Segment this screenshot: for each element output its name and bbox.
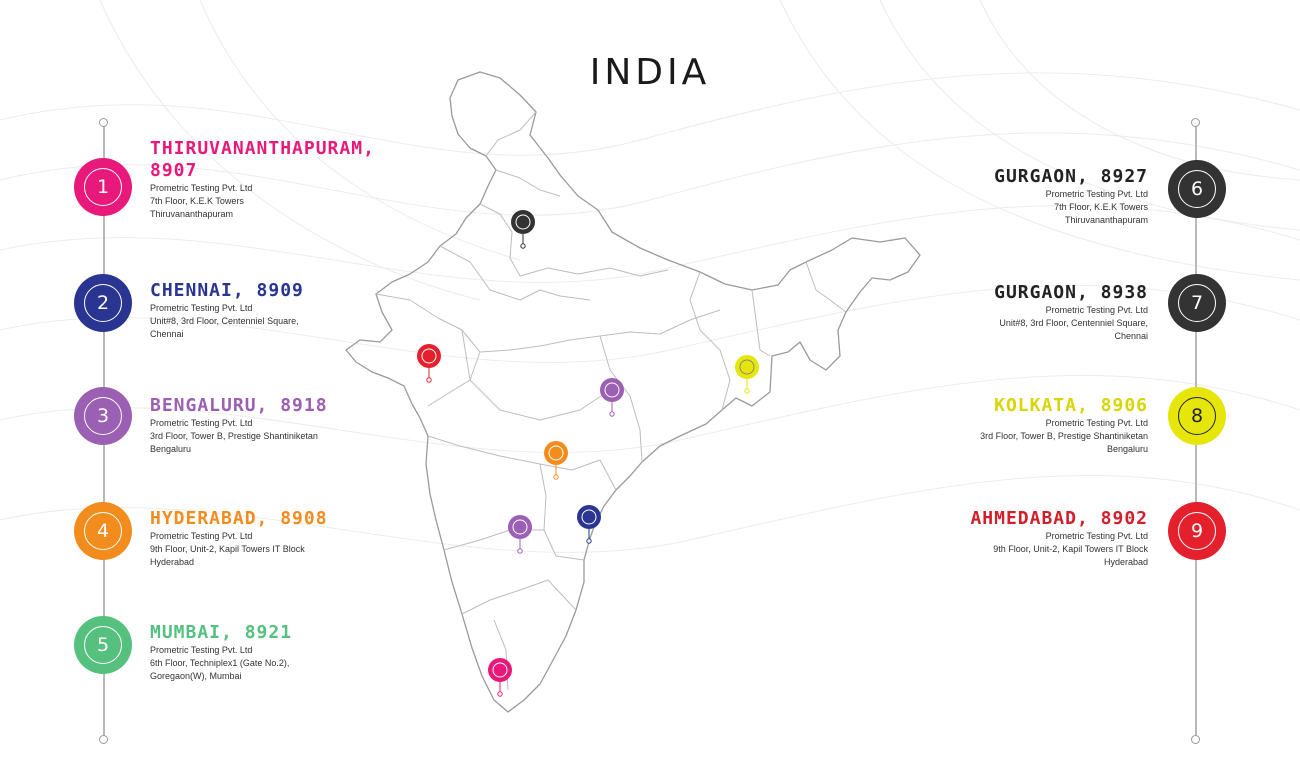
hyderabad-pin[interactable] (544, 441, 568, 480)
ahmedabad-pin[interactable] (417, 344, 441, 383)
address-company-8: Prometric Testing Pvt. Ltd (1045, 418, 1148, 428)
ahmedabad-pin-ring (421, 348, 437, 364)
address-company-3: Prometric Testing Pvt. Ltd (150, 418, 253, 428)
thiruvananthapuram-pin[interactable] (488, 658, 512, 697)
bengaluru-pin-head (508, 515, 532, 539)
address-company-4: Prometric Testing Pvt. Ltd (150, 531, 253, 541)
central-pin-head (600, 378, 624, 402)
kolkata-pin[interactable] (735, 355, 759, 394)
location-number-1: 1 (84, 168, 122, 206)
address-street-5: 6th Floor, Techniplex1 (Gate No.2), (150, 658, 290, 668)
location-number-3: 3 (84, 397, 122, 435)
location-number-7: 7 (1178, 284, 1216, 322)
address-city-9: Hyderabad (1103, 557, 1148, 567)
ahmedabad-pin-tip (426, 377, 432, 383)
hyderabad-pin-ring (548, 445, 564, 461)
central-pin[interactable] (600, 378, 624, 417)
city-name-2: CHENNAI, 8909 (150, 280, 304, 301)
central-pin-tip (609, 411, 615, 417)
address-street-2: Unit#8, 3rd Floor, Centenniel Square, (150, 316, 299, 326)
thiruvananthapuram-pin-head (488, 658, 512, 682)
bengaluru-pin-ring (512, 519, 528, 535)
thiruvananthapuram-pin-tip (497, 691, 503, 697)
location-number-9: 9 (1178, 512, 1216, 550)
gurgaon-pin-tip (520, 243, 526, 249)
address-street-3: 3rd Floor, Tower B, Prestige Shantiniket… (150, 431, 318, 441)
address-city-7: Chennai (1114, 331, 1148, 341)
central-pin-ring (604, 382, 620, 398)
india-outline (345, 71, 921, 713)
city-name-6: GURGAON, 8927 (994, 166, 1148, 187)
right-timeline-bottom-dot (1191, 735, 1200, 744)
kolkata-pin-ring (739, 359, 755, 375)
page-title: INDIA (589, 52, 711, 94)
address-company-2: Prometric Testing Pvt. Ltd (150, 303, 253, 313)
gurgaon-pin-ring (515, 214, 531, 230)
address-company-6: Prometric Testing Pvt. Ltd (1045, 189, 1148, 199)
left-timeline-bottom-dot (99, 735, 108, 744)
chennai-pin-ring (581, 509, 597, 525)
location-badge-8: 8 (1168, 387, 1226, 445)
city-name-4: HYDERABAD, 8908 (150, 508, 328, 529)
address-city-8: Bengaluru (1106, 444, 1148, 454)
address-street-9: 9th Floor, Unit-2, Kapil Towers IT Block (993, 544, 1148, 554)
address-city-1: Thiruvananthapuram (150, 209, 234, 219)
bengaluru-pin-tip (517, 548, 523, 554)
location-badge-5: 5 (74, 616, 132, 674)
chennai-pin-tip (586, 538, 592, 544)
address-company-1: Prometric Testing Pvt. Ltd (150, 183, 253, 193)
address-street-7: Unit#8, 3rd Floor, Centenniel Square, (999, 318, 1148, 328)
location-badge-7: 7 (1168, 274, 1226, 332)
location-number-5: 5 (84, 626, 122, 664)
hyderabad-pin-tip (553, 474, 559, 480)
location-badge-4: 4 (74, 502, 132, 560)
city-name-8: KOLKATA, 8906 (994, 395, 1148, 416)
city-name-3: BENGALURU, 8918 (150, 395, 328, 416)
address-city-2: Chennai (150, 329, 184, 339)
right-timeline-top-dot (1191, 118, 1200, 127)
city-name-1: THIRUVANANTHAPURAM, (150, 138, 375, 159)
thiruvananthapuram-pin-ring (492, 662, 508, 678)
location-badge-9: 9 (1168, 502, 1226, 560)
location-number-2: 2 (84, 284, 122, 322)
location-number-4: 4 (84, 512, 122, 550)
address-city-5: Goregaon(W), Mumbai (150, 671, 242, 681)
hyderabad-pin-head (544, 441, 568, 465)
left-timeline-top-dot (99, 118, 108, 127)
city-name-9: AHMEDABAD, 8902 (970, 508, 1148, 529)
location-badge-3: 3 (74, 387, 132, 445)
gurgaon-pin[interactable] (511, 210, 535, 249)
chennai-pin[interactable] (577, 505, 601, 544)
address-street-1: 7th Floor, K.E.K Towers (150, 196, 244, 206)
address-company-7: Prometric Testing Pvt. Ltd (1045, 305, 1148, 315)
ahmedabad-pin-head (417, 344, 441, 368)
location-number-8: 8 (1178, 397, 1216, 435)
address-city-3: Bengaluru (150, 444, 192, 454)
kolkata-pin-tip (744, 388, 750, 394)
city-name-5: MUMBAI, 8921 (150, 622, 293, 643)
location-badge-1: 1 (74, 158, 132, 216)
address-street-8: 3rd Floor, Tower B, Prestige Shantiniket… (980, 431, 1148, 441)
chennai-pin-head (577, 505, 601, 529)
gurgaon-pin-head (511, 210, 535, 234)
address-city-4: Hyderabad (150, 557, 195, 567)
location-badge-6: 6 (1168, 160, 1226, 218)
kolkata-pin-head (735, 355, 759, 379)
bengaluru-pin[interactable] (508, 515, 532, 554)
city-code-1: 8907 (150, 160, 198, 181)
city-name-7: GURGAON, 8938 (994, 282, 1148, 303)
address-city-6: Thiruvananthapuram (1064, 215, 1148, 225)
location-badge-2: 2 (74, 274, 132, 332)
address-street-6: 7th Floor, K.E.K Towers (1054, 202, 1148, 212)
location-number-6: 6 (1178, 170, 1216, 208)
address-street-4: 9th Floor, Unit-2, Kapil Towers IT Block (150, 544, 305, 554)
address-company-5: Prometric Testing Pvt. Ltd (150, 645, 253, 655)
address-company-9: Prometric Testing Pvt. Ltd (1045, 531, 1148, 541)
